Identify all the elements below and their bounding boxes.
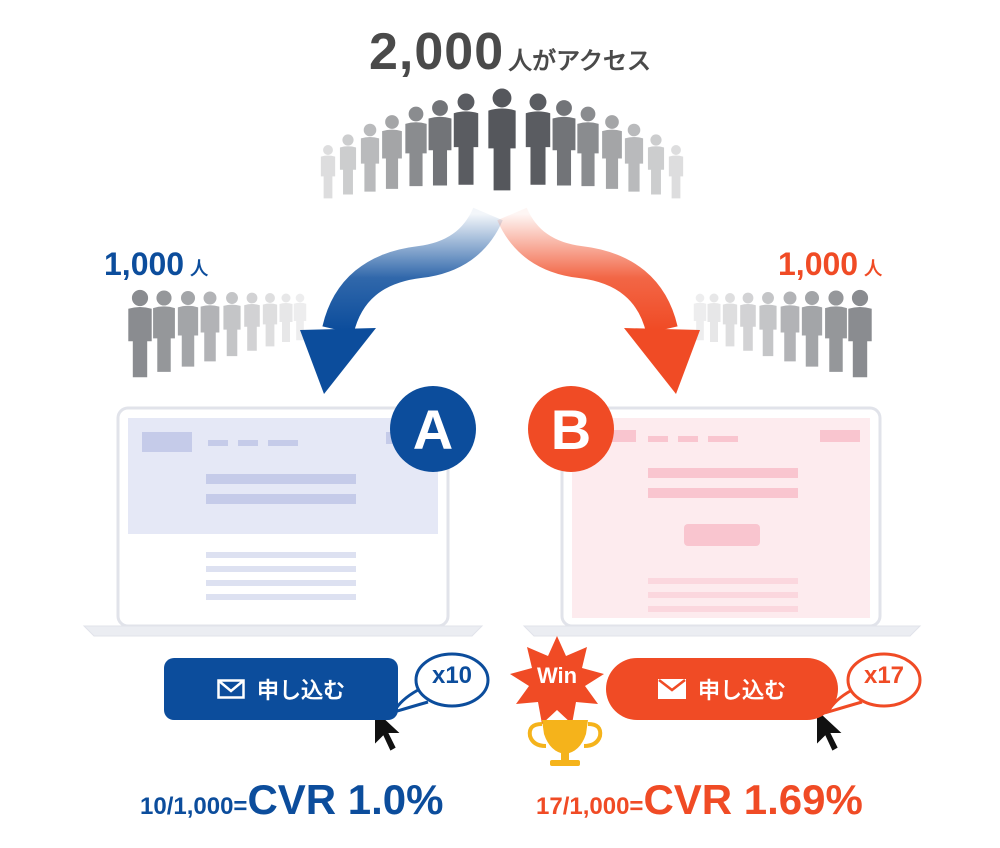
apply-button-b[interactable]: 申し込む [606,658,838,720]
laptop-a-icon [82,406,484,637]
trophy-icon [527,720,603,766]
split-b-number: 1,000 [778,246,859,282]
mail-icon [217,679,245,699]
variant-b-badge: B [528,386,614,472]
arrow-to-a-icon [300,207,503,394]
formula-b-pre: 17/1,000= [536,793,644,820]
clicks-a-label: x10 [431,662,473,689]
bubble-a-icon [391,652,490,715]
clicks-b-label: x17 [863,662,905,689]
total-access-label: 2,000 人がアクセス [340,22,680,82]
total-suffix: 人がアクセス [508,48,651,75]
arrow-to-b-icon [497,207,700,394]
formula-a-cvr: CVR 1.0% [247,776,444,823]
crowd-left-icon [128,289,307,378]
split-a-suffix: 人 [190,259,209,279]
split-a-label: 1,000 人 [104,246,208,283]
variant-a-badge: A [390,386,476,472]
apply-button-a[interactable]: 申し込む [164,658,398,720]
crowd-right-icon [693,289,872,378]
split-b-label: 1,000 人 [778,246,882,283]
apply-button-b-label: 申し込む [697,678,786,703]
formula-a: 10/1,000=CVR 1.0% [140,776,444,824]
laptop-b-icon [522,406,922,637]
win-starburst-icon [510,636,604,724]
split-b-suffix: 人 [864,259,883,279]
crowd-top-icon [320,88,684,199]
formula-b: 17/1,000=CVR 1.69% [536,776,863,824]
formula-a-pre: 10/1,000= [140,793,248,820]
total-number: 2,000 [369,23,505,81]
mail-icon [657,679,686,699]
bubble-b-icon [825,652,922,715]
formula-b-cvr: CVR 1.69% [643,776,863,823]
apply-button-a-label: 申し込む [256,678,345,703]
split-a-number: 1,000 [104,246,185,282]
win-label: Win [536,663,578,688]
